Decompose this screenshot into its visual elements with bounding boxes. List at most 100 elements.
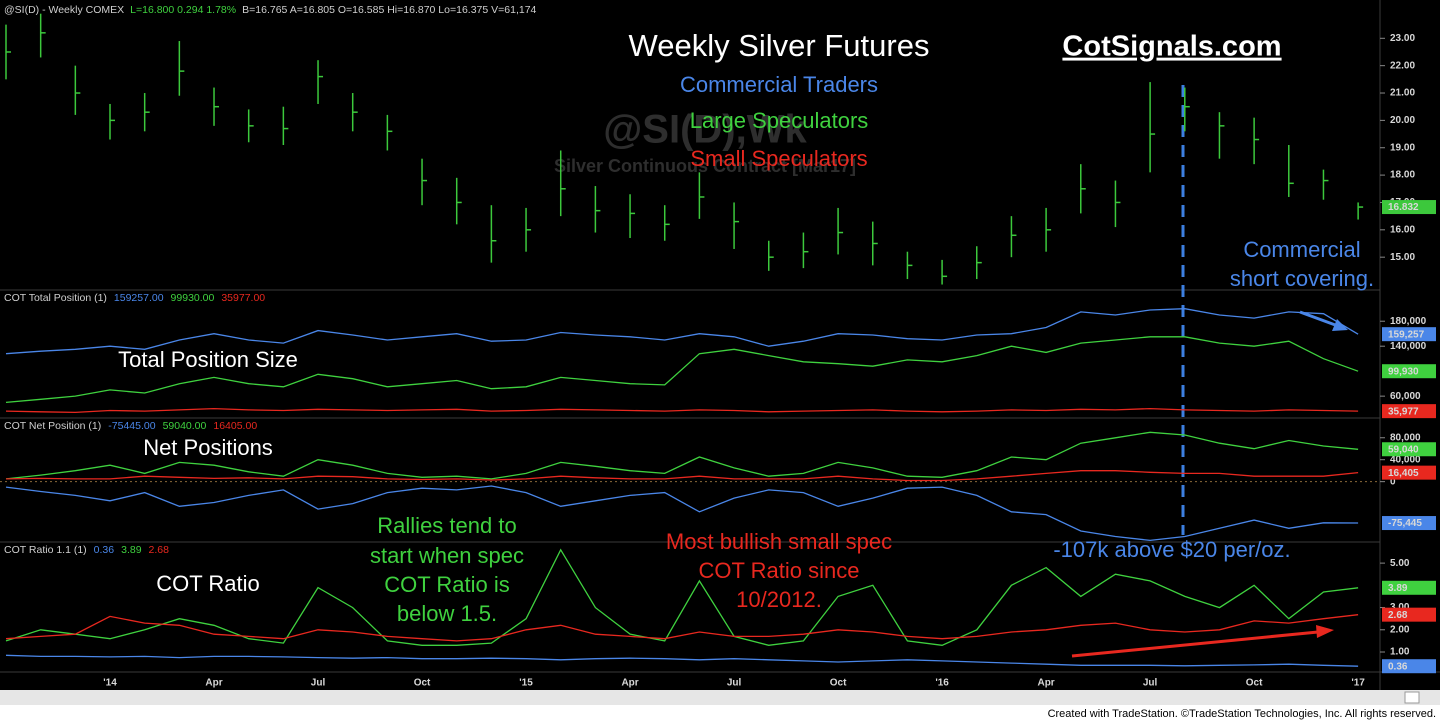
last-value-label: 0.36 [1388,661,1408,672]
series-line [5,654,1359,667]
scrollbar[interactable] [0,690,1440,705]
scroll-thumb[interactable] [1404,691,1420,704]
x-tick-label: '14 [103,678,117,689]
annotation: start when spec [370,543,524,568]
legend-item: Large Speculators [690,108,869,133]
x-tick-label: '17 [1351,678,1365,689]
panel-label: COT Ratio [156,571,260,596]
y-tick-label: 21.00 [1390,88,1415,99]
study-readout: 2.68 [149,544,170,556]
annotation: 10/2012. [736,587,822,612]
y-tick-label: 15.00 [1390,252,1415,263]
series-line [5,485,1359,542]
annotation: short covering. [1230,266,1374,291]
study-header: COT Net Position (1) -75445.00 59040.00 164… [4,420,257,432]
legend-item: Commercial Traders [680,72,878,97]
y-tick-label: 20.00 [1390,115,1415,126]
study-readout: 16405.00 [213,420,257,432]
annotation: Commercial [1243,237,1360,262]
footer-bar [0,705,1440,722]
x-tick-label: '15 [519,678,533,689]
y-tick-label: 19.00 [1390,142,1415,153]
x-tick-label: Apr [205,678,222,689]
last-value-badge [1382,364,1436,379]
legend-item: Small Speculators [690,146,867,171]
y-tick-label: 140,000 [1390,341,1427,352]
quote: B=16.765 A=16.805 O=16.585 Hi=16.870 Lo=… [242,4,536,16]
last-value-label: 59,040 [1388,444,1419,455]
y-tick-label: 60,000 [1390,391,1421,402]
brand: CotSignals.com [1062,31,1281,63]
study-header: COT Total Position (1) 159257.00 99930.00 3… [4,292,265,304]
study-header: COT Ratio 1.1 (1) 0.36 3.89 2.68 [4,544,169,556]
study-readout: 99930.00 [171,292,215,304]
y-tick-label: 18.00 [1390,170,1415,181]
x-tick-label: Oct [1246,678,1263,689]
x-tick-label: Oct [830,678,847,689]
price-header: @SI(D) - Weekly COMEX L=16.800 0.294 1.78… [4,4,537,16]
x-tick-label: Apr [1037,678,1054,689]
change: L=16.800 0.294 1.78% [130,4,236,16]
series-line [5,470,1359,482]
arrow [1071,625,1334,658]
annotation: below 1.5. [397,601,497,626]
annotation: COT Ratio is [384,572,510,597]
series-line [5,548,1359,646]
last-value-label: 159,257 [1388,329,1425,340]
x-tick-label: Jul [727,678,742,689]
footer: Created with TradeStation. ©TradeStation… [1048,708,1436,720]
study-name: COT Ratio 1.1 (1) [4,544,87,556]
y-tick-label: 180,000 [1390,316,1427,327]
study-readout: -75445.00 [108,420,155,432]
study-readout: 159257.00 [114,292,164,304]
last-value-badge [1382,659,1436,674]
study-readout: 35977.00 [221,292,265,304]
y-tick-label: 2.00 [1390,624,1410,635]
last-value-label: -75,445 [1388,518,1422,529]
annotation: Rallies tend to [377,513,516,538]
series-line [5,308,1359,355]
x-tick-label: '16 [935,678,949,689]
study-name: COT Net Position (1) [4,420,101,432]
y-tick-label: 1.00 [1390,647,1410,658]
annotation: Most bullish small spec [666,529,892,554]
last-value-label: 35,977 [1388,406,1419,417]
last-value-badge [1382,516,1436,531]
x-tick-label: Jul [311,678,326,689]
last-value-badge [1382,327,1436,342]
last-value-badge [1382,404,1436,419]
y-tick-label: 80,000 [1390,432,1421,443]
last-value-label: 16,405 [1388,468,1419,479]
series-line [5,431,1359,480]
last-value-badge [1382,465,1436,480]
x-tick-label: Oct [414,678,431,689]
panel-label: Net Positions [143,435,273,460]
watermark-subtitle: Silver Continuous Contract [Mar17] [554,156,856,176]
y-tick-label: 23.00 [1390,33,1415,44]
x-tick-label: Jul [1143,678,1158,689]
panel-label: Total Position Size [118,347,298,372]
series-line [5,407,1359,414]
symbol: @SI(D) - Weekly COMEX [4,4,124,16]
last-value-badge [1382,580,1436,595]
watermark: @SI(D),Wk [603,108,807,152]
last-value-label: 3.89 [1388,583,1408,594]
study-readout: 59040.00 [163,420,207,432]
chart-title: Weekly Silver Futures [629,28,930,63]
y-tick-label: 16.00 [1390,224,1415,235]
y-tick-label: 0 [1390,476,1396,487]
last-value-label: 16.832 [1388,202,1419,213]
last-value-badge [1382,200,1436,215]
last-value-label: 2.68 [1388,610,1408,621]
last-value-badge [1382,442,1436,457]
last-value-badge [1382,607,1436,622]
annotation: COT Ratio since [699,558,860,583]
y-tick-label: 5.00 [1390,558,1410,569]
annotation: -107k above $20 per/oz. [1053,537,1290,562]
study-readout: 0.36 [94,544,115,556]
series-line [5,614,1359,642]
last-value-label: 99,930 [1388,366,1419,377]
study-readout: 3.89 [121,544,142,556]
arrow [1299,310,1348,331]
